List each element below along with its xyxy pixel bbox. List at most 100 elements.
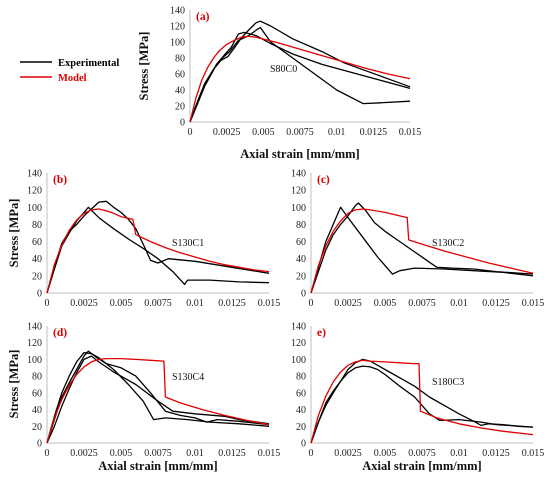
y-tick-label: 20 <box>175 102 185 113</box>
y-tick-label: 40 <box>32 254 42 265</box>
y-tick-label: 100 <box>291 355 306 366</box>
y-tick-label: 0 <box>301 439 306 450</box>
x-tick-label: 0.0075 <box>144 298 172 309</box>
y-tick-label: 80 <box>32 372 42 383</box>
panel-letter: (d) <box>53 327 67 339</box>
y-tick-label: 40 <box>175 86 185 97</box>
panel-letter: e) <box>317 327 326 339</box>
x-tick-label: 0.005 <box>374 298 397 309</box>
x-tick-label: 0.01 <box>450 448 468 459</box>
y-tick-label: 140 <box>291 169 306 180</box>
y-tick-label: 60 <box>32 388 42 399</box>
y-tick-label: 140 <box>27 322 42 333</box>
x-tick-label: 0.015 <box>522 448 545 459</box>
y-tick-label: 80 <box>32 220 42 231</box>
y-tick-label: 140 <box>291 322 306 333</box>
x-tick-label: 0 <box>188 127 193 138</box>
model-curve <box>189 35 411 123</box>
y-tick-label: 0 <box>180 118 185 129</box>
y-tick-label: 120 <box>291 186 306 197</box>
y-tick-label: 120 <box>27 338 42 349</box>
y-tick-label: 120 <box>291 338 306 349</box>
legend-experimental-label: Experimental <box>58 58 119 69</box>
x-tick-label: 0.01 <box>328 127 346 138</box>
x-tick-label: 0.0075 <box>408 448 436 459</box>
x-tick-label: 0.01 <box>186 298 204 309</box>
y-tick-label: 0 <box>37 289 42 300</box>
y-tick-label: 40 <box>32 405 42 416</box>
y-tick-label: 0 <box>37 439 42 450</box>
x-tick-label: 0.0125 <box>360 127 388 138</box>
specimen-label: S130C1 <box>172 238 204 249</box>
experimental-curve <box>46 352 270 444</box>
experimental-curve <box>310 206 534 294</box>
x-tick-label: 0.0025 <box>213 127 241 138</box>
x-tick-label: 0.0075 <box>286 127 314 138</box>
x-axis-label: Axial strain [mm/mm] <box>362 459 481 473</box>
experimental-curve <box>310 365 534 444</box>
x-tick-label: 0.0125 <box>218 298 246 309</box>
panel-letter: (a) <box>196 11 210 23</box>
x-tick-label: 0 <box>309 448 314 459</box>
x-tick-label: 0 <box>45 298 50 309</box>
experimental-curve <box>46 350 270 444</box>
specimen-label: S130C2 <box>432 238 464 249</box>
experimental-curve <box>46 355 270 444</box>
x-tick-label: 0.015 <box>399 127 422 138</box>
y-tick-label: 100 <box>27 355 42 366</box>
y-tick-label: 60 <box>175 70 185 81</box>
experimental-curve <box>189 31 411 123</box>
panel-a: 0 20 40 60 80 100 120 140 0 0.0025 0.005 0.0075 0.01… <box>137 6 421 162</box>
panel-b: 0 20 40 60 80 100 120 140 0 0.0025 0.005 0.0075 0.01… <box>7 169 280 310</box>
y-axis-label: Stress [MPa] <box>7 350 21 419</box>
model-curve <box>310 208 534 294</box>
y-tick-label: 140 <box>170 6 185 17</box>
x-tick-label: 0.0075 <box>144 448 172 459</box>
panel-c: 0 20 40 60 80 100 120 140 0 0.0025 0.005 0.0075 0.01… <box>291 169 544 310</box>
x-tick-label: 0.01 <box>450 298 468 309</box>
x-tick-label: 0.0025 <box>70 448 98 459</box>
y-tick-label: 60 <box>296 388 306 399</box>
x-tick-label: 0 <box>309 298 314 309</box>
x-tick-label: 0.0125 <box>218 448 246 459</box>
x-tick-label: 0.015 <box>258 298 281 309</box>
legend: Experimental Model <box>20 58 119 84</box>
y-axis-label: Stress [MPa] <box>137 32 151 101</box>
x-axis-label: Axial strain [mm/mm] <box>98 459 217 473</box>
x-tick-label: 0.0025 <box>334 298 362 309</box>
experimental-curve <box>310 202 534 294</box>
x-axis-label: Axial strain [mm/mm] <box>240 147 359 161</box>
y-tick-label: 100 <box>27 203 42 214</box>
y-tick-label: 60 <box>296 237 306 248</box>
y-tick-label: 20 <box>32 271 42 282</box>
model-curve <box>46 357 270 444</box>
x-tick-label: 0.005 <box>110 448 133 459</box>
y-tick-label: 20 <box>32 422 42 433</box>
experimental-curve <box>189 26 411 123</box>
y-tick-label: 80 <box>296 372 306 383</box>
y-tick-label: 120 <box>27 186 42 197</box>
model-curve <box>46 208 270 294</box>
panel-e: 0 20 40 60 80 100 120 140 0 0.0025 0.005 0.0075 0.01… <box>291 322 544 474</box>
experimental-curve <box>46 206 270 294</box>
specimen-label: S130C4 <box>172 372 204 383</box>
legend-model-label: Model <box>58 73 87 84</box>
x-tick-label: 0.015 <box>258 448 281 459</box>
y-tick-label: 60 <box>32 237 42 248</box>
x-tick-label: 0.01 <box>186 448 204 459</box>
model-curve <box>310 359 534 444</box>
x-tick-label: 0 <box>45 448 50 459</box>
chart-panels: 0 20 40 60 80 100 120 140 0 0.0025 0.005 0.0075 0.01… <box>7 6 544 474</box>
y-tick-label: 140 <box>27 169 42 180</box>
y-tick-label: 20 <box>296 422 306 433</box>
x-tick-label: 0.0125 <box>482 298 510 309</box>
panel-d: 0 20 40 60 80 100 120 140 0 0.0025 0.005 0.0075 0.01… <box>7 322 280 474</box>
y-tick-label: 80 <box>296 220 306 231</box>
x-tick-label: 0.005 <box>374 448 397 459</box>
y-tick-label: 40 <box>296 405 306 416</box>
x-tick-label: 0.015 <box>522 298 545 309</box>
y-tick-label: 20 <box>296 271 306 282</box>
x-tick-label: 0.005 <box>252 127 275 138</box>
specimen-label: S80C0 <box>270 64 297 75</box>
